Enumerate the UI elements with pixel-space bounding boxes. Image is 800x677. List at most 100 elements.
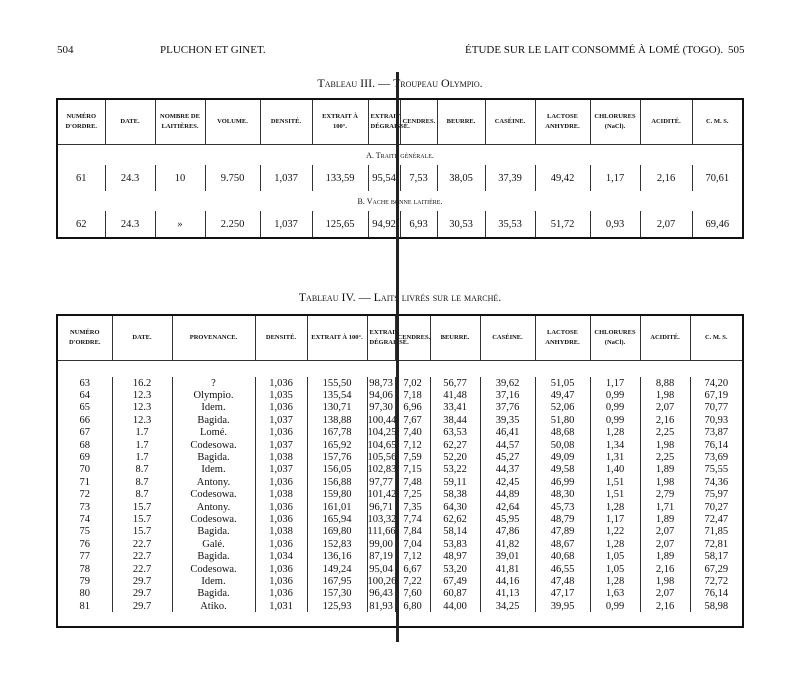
cell: 51,72 (534, 211, 590, 238)
table-body: A. Traite générale. 61 24.3 10 9.750 1,037 133… (57, 145, 743, 238)
cell: 37,39 (484, 165, 535, 191)
cell: 76 (79, 538, 91, 550)
cell: 48,67 (534, 538, 590, 551)
cell: Bagida. (171, 550, 255, 563)
cell: 10 (154, 165, 205, 191)
cell: 1,28 (589, 426, 640, 439)
cell: 165,92 (306, 438, 367, 452)
cell: 60,87 (429, 587, 480, 601)
cell: 61 (76, 172, 87, 184)
cell: 58,14 (429, 525, 480, 539)
cell: 1,036 (254, 513, 307, 526)
table-title: Tableau III. — Troupeau Olympio. (317, 76, 483, 90)
cell: 41,13 (479, 587, 535, 601)
cell: 1,98 (639, 438, 690, 452)
cell: 1,036 (254, 538, 307, 551)
cell: Idem. (171, 463, 255, 477)
cell: 7,53 (399, 165, 437, 191)
cell: 1,51 (589, 476, 640, 489)
cell: 152,83 (306, 538, 367, 551)
cell: 2.250 (204, 211, 260, 238)
cell: 7,48 (394, 476, 430, 489)
cell: 97,30 (366, 401, 395, 415)
cell: 1,22 (589, 525, 640, 539)
cell: 44,16 (479, 575, 535, 588)
cell: 1.7 (111, 451, 172, 464)
cell: Lomé. (171, 426, 255, 439)
cell: 52,20 (429, 451, 480, 464)
cell: 97,77 (366, 476, 395, 489)
cell: 1.7 (111, 438, 172, 452)
cell: 29.7 (111, 575, 172, 588)
cell: 1,17 (589, 165, 640, 191)
cell: 7,67 (394, 414, 430, 427)
cell: 136,16 (306, 550, 367, 563)
cell: 111,66 (366, 525, 396, 539)
cell: 53,22 (429, 463, 480, 477)
page-number: 505 (728, 44, 745, 56)
cell: 159,80 (306, 488, 367, 501)
cell: 157,76 (306, 451, 367, 464)
cell: 1,034 (254, 550, 307, 563)
cell: 0,99 (589, 401, 640, 415)
data-row: 79 29.7 Idem. 1,036 167,95 100,26 7,22 67,49 44,… (57, 575, 743, 588)
cell: 45,73 (534, 500, 590, 514)
cell: 1,89 (639, 513, 690, 526)
cell: 6,93 (399, 211, 437, 238)
data-row: 62 24.3» 2.250 1,037 125,65 94,92 6,93 30,53 35,… (57, 211, 743, 238)
data-row: 71 8.7 Antony. 1,036 156,88 97,77 7,48 59,11 42,… (57, 476, 743, 489)
cell: 39,95 (534, 600, 590, 613)
table: NUMÉRO D'ORDRE. DATE. NOMBRE DE LAITIÈRES.… (56, 98, 744, 239)
cell: 1,28 (589, 538, 640, 551)
cell: 75 (79, 526, 91, 538)
cell: 64 (79, 390, 91, 402)
cell: 41,82 (479, 538, 535, 551)
table-head: NUMÉRO D'ORDRE. DATE. PROVENANCE. DENSITÉ. E… (57, 315, 743, 361)
cell: 42,64 (479, 500, 535, 514)
column-header: EXTRAIT À 100°. (311, 99, 368, 145)
cell: 58,38 (429, 488, 480, 501)
column-header: PROVENANCE. (171, 315, 255, 361)
data-row: 69 1.7 Bagida. 1,038 157,76 105,56 7,59 52,20 45… (57, 451, 743, 464)
cell: 1,038 (254, 488, 307, 501)
cell: 99,00 (366, 538, 395, 551)
column-header: DATE. (111, 315, 172, 361)
cell: 45,27 (479, 451, 535, 464)
cell: 1,037 (259, 165, 312, 191)
cell: 52,06 (534, 401, 590, 415)
cell: 1,036 (254, 476, 307, 489)
cell: 1,89 (639, 463, 690, 477)
column-header: CASÉINE. (479, 315, 535, 361)
cell: 7,60 (394, 587, 430, 601)
cell: 1,28 (589, 500, 640, 514)
data-row: 61 24.3 10 9.750 1,037 133,59 95,54 7,53 38,05 37… (57, 165, 743, 191)
cell: 1,031 (254, 600, 307, 613)
cell: 1,40 (589, 463, 640, 477)
cell: 24.3 (104, 211, 155, 238)
column-header: EXTRAIT DÉGRAISSÉ. (367, 99, 410, 145)
cell: 70,77 (689, 401, 743, 415)
cell: 155,50 (306, 377, 367, 390)
cell: Antony. (171, 476, 255, 489)
cell: 1,17 (589, 377, 640, 390)
cell: 76,14 (689, 438, 743, 452)
cell: Idem. (171, 575, 255, 588)
cell: 46,99 (534, 476, 590, 489)
column-header: VOLUME. (204, 99, 260, 145)
data-row: 81 29.7 Atiko. 1,031 125,93 81,93 6,80 44,00 34,… (57, 600, 743, 613)
running-head: PLUCHON ET GINET. (160, 44, 266, 56)
cell: 51,80 (534, 414, 590, 427)
cell: 39,62 (479, 377, 535, 390)
cell: 1,037 (259, 211, 312, 238)
spacer (57, 612, 743, 627)
cell: 7,59 (394, 451, 430, 464)
cell: 8.7 (111, 488, 172, 501)
column-header: LACTOSE ANHYDRE. (534, 315, 590, 361)
column-header: LACTOSE ANHYDRE. (534, 99, 590, 145)
data-row: 70 8.7 Idem. 1,037 156,05 102,83 7,15 53,22 44,3… (57, 463, 743, 477)
cell: 58,17 (689, 550, 743, 563)
cell: 7,74 (394, 513, 430, 526)
cell: 1,035 (254, 389, 307, 402)
cell: 16.2 (111, 377, 172, 390)
cell: 44,37 (479, 463, 535, 477)
